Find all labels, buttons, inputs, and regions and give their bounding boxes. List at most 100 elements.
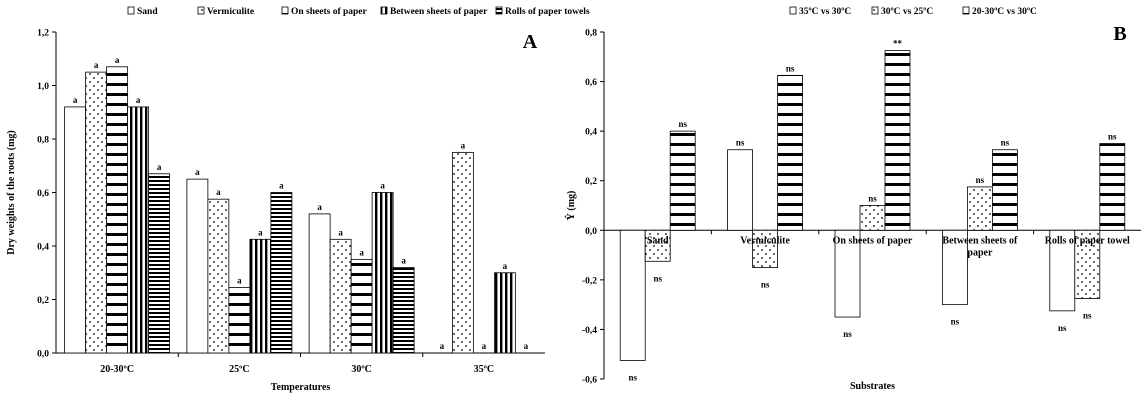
y-axis-label: Dry weights of the roots (mg) [6,130,17,255]
bar-label: ns [868,194,877,204]
bar [329,238,352,354]
bar-label: a [440,341,445,351]
bar-label: a [258,227,263,237]
panel-letter: A [523,31,538,53]
bar-label: ns [653,273,662,283]
panel-letter: B [1113,23,1126,45]
bar-label: a [237,275,242,285]
x-tick-label: paper [967,247,993,258]
bar-label: a [157,162,162,172]
y-tick-label: 0,6 [585,78,597,88]
bar [777,74,803,231]
bar-label: a [401,255,406,265]
legend-label: Between sheets of paper [390,7,488,17]
y-axis-label: Ŷ (mg) [565,191,577,221]
bar [1074,229,1101,299]
legend-label: 30ºC vs 25ºC [881,7,933,17]
bar-label: ns [843,329,852,339]
x-tick-label: 35ºC [474,364,495,375]
y-tick-label: 0,8 [37,136,49,146]
bar [186,178,209,354]
legend-swatch [789,6,797,15]
y-tick-label: 0,0 [585,227,597,237]
bar-label: a [461,140,466,150]
bar-label: a [338,227,343,237]
bar-label: ns [1001,138,1010,148]
x-tick-label: 25ºC [229,364,250,375]
bar [148,173,171,354]
legend-swatch [380,6,388,15]
bar [727,149,753,231]
bar [249,238,272,354]
y-tick-label: 1,2 [37,29,49,39]
bar [942,229,968,306]
legend-label: Vermiculite [207,7,254,17]
y-tick-label: 0,4 [37,243,49,253]
bar-label: a [216,187,221,197]
bar-label: ns [786,63,795,73]
bar-label: a [359,247,364,257]
y-tick-label: -0,6 [582,376,597,386]
legend-swatch [871,6,879,15]
bar-label: ns [1083,310,1092,320]
y-tick-label: 0,8 [585,29,597,39]
bar [127,106,150,354]
bar [644,229,671,262]
legend-swatch [127,6,135,15]
bar-label: ns [951,317,960,327]
x-tick-label: Between sheets of [942,235,1018,246]
bar [350,258,373,354]
bar-label: ns [628,372,637,382]
bar-label: ns [1058,323,1067,333]
bar [308,213,331,354]
bar-label: ** [893,39,903,49]
y-tick-label: 0,6 [37,189,49,199]
bar [106,66,129,354]
bar [392,266,415,354]
panel-b: -0,6 -0,4 -0,2 0,0 0,2 0,4 0,6 0,8 ns ns ns Sand ns n… [565,6,1141,392]
bar-label: ns [1108,132,1117,142]
x-tick-label: 30ºC [351,364,372,375]
bar-label: a [503,261,508,271]
bar-label: a [524,341,529,351]
y-tick-label: 1,0 [37,82,49,92]
bar-label: a [136,95,141,105]
bar [371,192,394,354]
legend-label: Sand [137,7,158,17]
legend-label: Rolls of paper towels [505,7,590,17]
bar [270,192,293,354]
bar-label: a [115,55,120,65]
bar [884,50,911,231]
x-tick-label: Sand [647,235,669,246]
y-tick-label: -0,2 [582,276,597,286]
x-axis-label: Substrates [850,381,895,392]
y-tick-label: 0,0 [37,350,49,360]
legend-swatch [495,6,503,15]
bar-label: a [380,181,385,191]
bar-label: a [94,60,99,70]
bar [834,229,861,318]
x-tick-label: 20-30ºC [100,364,134,375]
bar [207,198,230,354]
bar [992,149,1018,231]
x-tick-label: Vermiculite [740,235,790,246]
bar-label: ns [678,119,687,129]
bar-label: a [317,202,322,212]
bar [967,186,993,231]
legend-swatch [197,6,205,15]
bar-label: a [195,167,200,177]
bar [451,151,474,354]
bar-label: a [73,95,78,105]
y-tick-label: 0,2 [37,296,49,306]
bar-label: a [279,181,284,191]
bar [619,229,646,361]
legend-label: On sheets of paper [291,7,368,17]
bar [228,287,251,354]
bar [1099,143,1126,231]
x-tick-label: On sheets of paper [833,235,913,246]
bar-label: ns [761,279,770,289]
x-tick-label: Rolls of paper towel [1045,235,1130,246]
y-tick-label: -0,4 [582,326,597,336]
